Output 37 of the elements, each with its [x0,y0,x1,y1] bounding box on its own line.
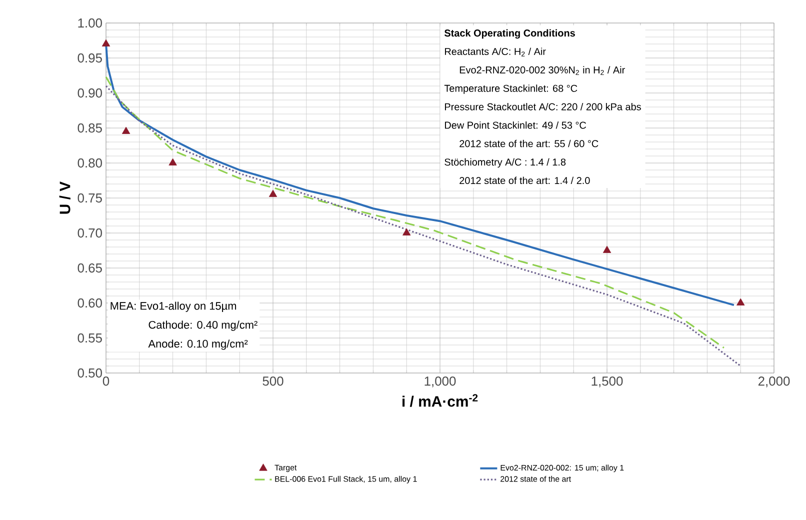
annotation: Anode: 0.10 mg/cm² [148,340,248,350]
y-tick-label: 1.00 [78,18,102,28]
point [122,126,130,134]
annotation: Evo2-RNZ-020-002 30%N$_{2}$ in H$_{2}$ / Air [460,66,625,75]
x-axis-title: i / mA·cm$^{-2}$ [402,394,478,407]
y-tick-label: 0.75 [78,193,102,203]
y-axis-title: U / V [59,182,70,214]
point [602,246,612,253]
annotation: Stack Operating Conditions [444,29,575,39]
point [168,158,177,166]
y-tick-label: 0.65 [78,263,102,273]
x-tick-label: 2,000 [758,376,790,388]
y-tick-label: 0.55 [78,333,102,343]
y-tick-label: 0.85 [78,123,102,133]
point [268,190,278,197]
y-tick-label: 0.95 [78,53,102,63]
point [102,39,110,46]
x-tick-label: 0 [102,376,110,386]
y-tick-label: 0.60 [78,298,102,308]
annotation: 2012 state of the art: 55 / 60 °C [460,140,598,148]
y-tick-label: 0.50 [78,368,102,378]
annotation: Dew Point Stackinlet: 49 / 53 °C [445,121,586,129]
annotation: Stöchiometry A/C : 1.4 / 1.8 [444,158,566,168]
annotation: Reactants A/C: H$_{2}$ / Air [445,48,546,56]
y-tick-label: 0.90 [78,88,102,98]
y-tick-label: 0.70 [78,228,102,238]
x-tick-label: 1,500 [592,376,623,388]
y-tick-label: 0.80 [78,158,102,168]
annotation: Pressure Stackoutlet A/C: 220 / 200 kPa abs [445,103,641,110]
annotation: 2012 state of the art: 1.4 / 2.0 [460,176,590,184]
x-tick-label: 500 [262,376,284,386]
annotation: Cathode: 0.40 mg/cm² [148,320,258,331]
annotation: MEA: Evo1-alloy on 15µm [110,302,236,312]
point [402,228,411,236]
point [736,298,745,306]
annotation: Temperature Stackinlet: 68 °C [444,84,578,94]
x-tick-label: 1,000 [424,376,456,388]
